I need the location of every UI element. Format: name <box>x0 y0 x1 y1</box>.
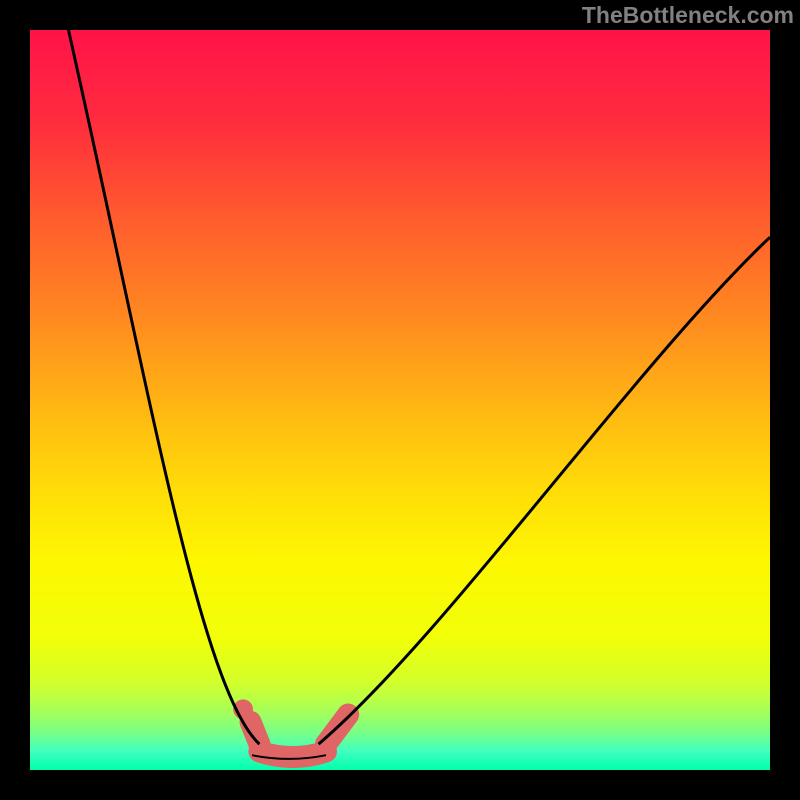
plot-background <box>30 30 770 770</box>
watermark-text: TheBottleneck.com <box>582 0 800 29</box>
chart-stage: TheBottleneck.com <box>0 0 800 800</box>
bottleneck-curve-chart <box>0 0 800 800</box>
